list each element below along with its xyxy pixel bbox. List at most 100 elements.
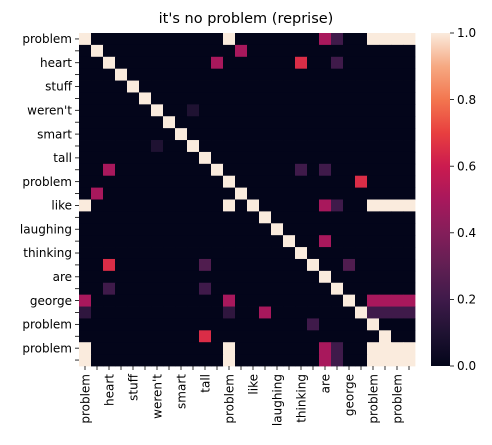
heatmap-cell <box>91 306 104 319</box>
heatmap-cell <box>139 140 152 153</box>
heatmap-cell <box>403 282 416 296</box>
heatmap-cell <box>307 187 320 200</box>
heatmap-cell <box>271 104 284 117</box>
heatmap-cell <box>151 163 164 177</box>
heatmap-cell <box>259 44 272 58</box>
heatmap-cell <box>151 116 164 129</box>
heatmap-cell <box>79 199 92 212</box>
heatmap-cell <box>151 128 164 141</box>
heatmap-cell <box>115 270 128 284</box>
heatmap-cell <box>367 175 380 188</box>
heatmap-cell <box>259 270 272 284</box>
heatmap-cell <box>247 235 260 248</box>
heatmap-cell <box>403 354 416 367</box>
colorbar-tick-label: 1.0 <box>457 26 476 40</box>
heatmap-cell <box>79 294 92 307</box>
heatmap-cell <box>211 282 224 296</box>
heatmap-cell <box>91 258 104 272</box>
heatmap-cell <box>379 128 392 141</box>
heatmap-cell <box>211 342 224 355</box>
heatmap-cell <box>91 151 104 165</box>
heatmap-cell <box>91 80 104 93</box>
heatmap-cell <box>391 175 404 188</box>
heatmap-cell <box>211 33 224 46</box>
heatmap-cell <box>127 80 140 93</box>
heatmap-cell <box>211 330 224 343</box>
heatmap-cell <box>175 294 188 307</box>
heatmap-cell <box>355 282 368 296</box>
heatmap-cell <box>103 140 116 153</box>
heatmap-cell <box>367 282 380 296</box>
heatmap-cell <box>343 223 356 236</box>
heatmap-cell <box>151 175 164 188</box>
heatmap-cell <box>235 330 248 343</box>
heatmap-cell <box>295 270 308 284</box>
heatmap-cell <box>403 211 416 224</box>
y-tick-label: laughing <box>20 222 72 236</box>
heatmap-cell <box>283 187 296 200</box>
heatmap-cell <box>403 235 416 248</box>
heatmap-cell <box>91 140 104 153</box>
heatmap-cell <box>163 80 176 93</box>
heatmap-cell <box>103 33 116 46</box>
heatmap-cell <box>319 223 332 236</box>
heatmap-cell <box>283 258 296 272</box>
heatmap-cell <box>175 235 188 248</box>
heatmap-cell <box>91 68 104 81</box>
heatmap-cell <box>235 68 248 81</box>
heatmap-cell <box>223 175 236 188</box>
heatmap-cell <box>223 56 236 70</box>
heatmap-cell <box>379 104 392 117</box>
heatmap-cell <box>379 151 392 165</box>
heatmap-cell <box>403 80 416 93</box>
heatmap-cell <box>163 342 176 355</box>
heatmap-cell <box>259 163 272 177</box>
heatmap-cell <box>343 235 356 248</box>
heatmap-cell <box>139 247 152 260</box>
heatmap-cell <box>271 128 284 141</box>
heatmap-cell <box>175 342 188 355</box>
heatmap-cell <box>115 151 128 165</box>
heatmap-cell <box>103 294 116 307</box>
heatmap-cell <box>403 56 416 70</box>
heatmap-cell <box>283 318 296 331</box>
heatmap-cell <box>175 223 188 236</box>
heatmap-cell <box>127 175 140 188</box>
heatmap-cell <box>199 247 212 260</box>
heatmap-cell <box>307 199 320 212</box>
y-tick-label: tall <box>53 151 72 165</box>
heatmap-cell <box>343 294 356 307</box>
heatmap-cell <box>127 128 140 141</box>
heatmap-cell <box>187 56 200 70</box>
heatmap-cell <box>223 270 236 284</box>
heatmap-cell <box>259 282 272 296</box>
heatmap-cell <box>163 56 176 70</box>
heatmap-cell <box>403 318 416 331</box>
colorbar <box>431 33 450 366</box>
heatmap-cell <box>187 235 200 248</box>
heatmap-cell <box>379 211 392 224</box>
heatmap-cell <box>139 235 152 248</box>
heatmap-cell <box>211 306 224 319</box>
heatmap-cell <box>295 223 308 236</box>
heatmap-cell <box>163 116 176 129</box>
heatmap-cell <box>391 33 404 46</box>
heatmap-cell <box>103 318 116 331</box>
heatmap-cell <box>283 330 296 343</box>
heatmap-cell <box>199 354 212 367</box>
heatmap-cell <box>259 140 272 153</box>
heatmap-cell <box>259 175 272 188</box>
heatmap-cell <box>223 80 236 93</box>
heatmap-cell <box>283 175 296 188</box>
heatmap-cell <box>139 56 152 70</box>
heatmap-cell <box>199 92 212 105</box>
colorbar-tick-label: 0.4 <box>457 226 476 240</box>
heatmap-cell <box>367 306 380 319</box>
heatmap-cell <box>331 187 344 200</box>
heatmap-cell <box>139 175 152 188</box>
heatmap-cell <box>115 258 128 272</box>
heatmap-cell <box>115 92 128 105</box>
heatmap-cell <box>199 199 212 212</box>
heatmap-cell <box>283 163 296 177</box>
heatmap-cell <box>211 163 224 177</box>
